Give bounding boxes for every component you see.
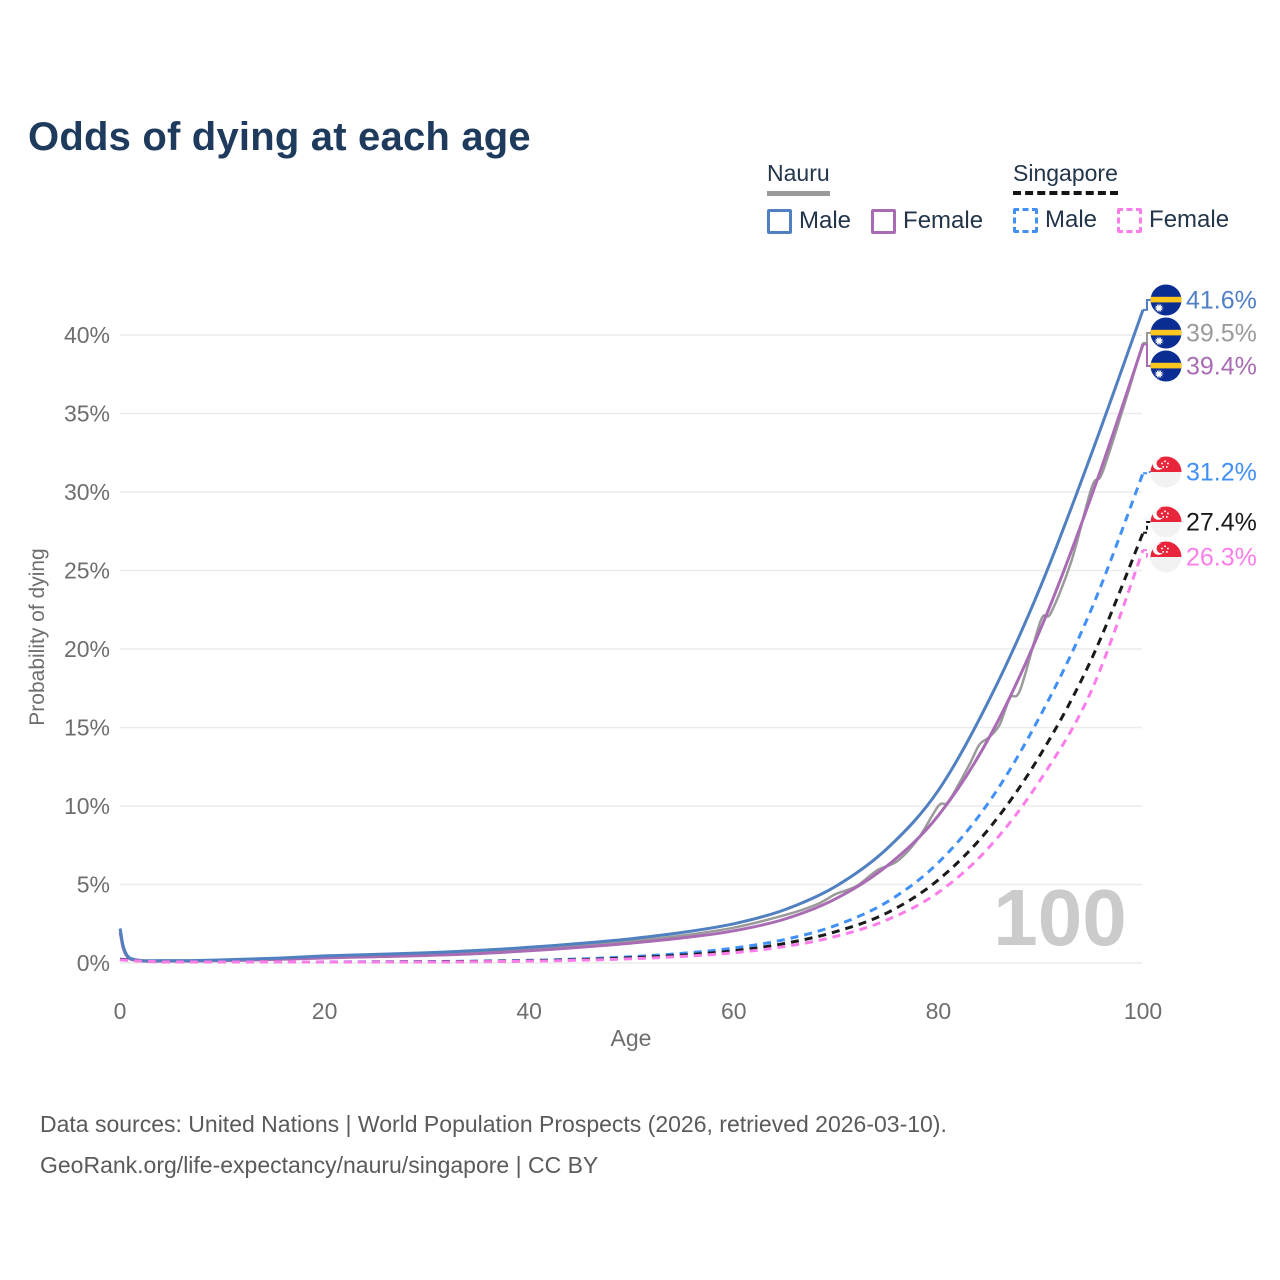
legend-group-nauru: Nauru Male Female [767, 160, 983, 235]
nauru-flag-icon [1150, 350, 1182, 382]
legend-heading-nauru: Nauru [767, 160, 830, 196]
y-tick-5%: 5% [77, 872, 110, 898]
data-source-line2: GeoRank.org/life-expectancy/nauru/singap… [40, 1152, 599, 1178]
x-tick-0: 0 [114, 998, 127, 1024]
legend-swatch-nauru-female [871, 208, 897, 234]
y-axis-title: Probability of dying [26, 548, 49, 725]
line-nauru-total [118, 342, 1145, 963]
label-connector-singapore-male [1143, 471, 1151, 475]
end-value-labels: 39.5% 39.4% 41.6% 31.2% 27.4% 26.3% [1143, 284, 1257, 573]
y-tick-40%: 40% [64, 322, 110, 348]
line-nauru-female [118, 343, 1145, 963]
legend-label-nauru-female: Female [903, 207, 984, 234]
x-axis-title: Age [611, 1025, 652, 1051]
x-tick-100: 100 [1124, 998, 1162, 1024]
line-nauru-male [118, 309, 1145, 963]
y-tick-20%: 20% [64, 636, 110, 662]
y-tick-30%: 30% [64, 479, 110, 505]
end-value-nauru-total: 39.5% [1186, 320, 1257, 348]
label-connector-nauru-female [1143, 343, 1151, 367]
legend-label-nauru-male: Male [799, 207, 852, 234]
data-source-line1: Data sources: United Nations | World Pop… [40, 1111, 947, 1137]
y-tick-0%: 0% [77, 950, 110, 976]
y-tick-15%: 15% [64, 715, 110, 741]
age-counter-watermark: 100 [993, 873, 1126, 962]
legend-row-nauru: Male Female [767, 207, 983, 235]
end-value-nauru-female: 39.4% [1186, 353, 1257, 381]
nauru-flag-icon [1150, 284, 1182, 316]
legend-label-singapore-male: Male [1045, 206, 1098, 233]
label-connector-nauru-total [1143, 332, 1151, 344]
end-value-singapore-male: 31.2% [1186, 459, 1257, 487]
nauru-flag-icon [1150, 317, 1182, 349]
series-lines [118, 309, 1145, 964]
legend-heading-singapore: Singapore [1013, 160, 1118, 195]
label-connector-singapore-female [1143, 549, 1151, 558]
line-singapore-total [119, 532, 1145, 964]
legend-group-singapore: Singapore Male Female [1013, 160, 1229, 234]
label-connector-nauru-male [1143, 299, 1151, 311]
x-tick-40: 40 [516, 998, 542, 1024]
singapore-flag-icon [1150, 541, 1182, 573]
legend-label-singapore-female: Female [1149, 206, 1230, 233]
line-singapore-male [119, 472, 1145, 964]
y-tick-35%: 35% [64, 401, 110, 427]
gridlines [120, 334, 1142, 964]
end-value-singapore-female: 26.3% [1186, 544, 1257, 572]
line-singapore-female [119, 549, 1145, 964]
singapore-flag-icon [1150, 506, 1182, 538]
legend-swatch-nauru-male [767, 208, 792, 234]
data-source-note: Data sources: United Nations | World Pop… [40, 1104, 947, 1186]
page-title: Odds of dying at each age [28, 114, 531, 159]
y-tick-25%: 25% [64, 558, 110, 584]
axis-tick-labels: 0% 5% 10% 15% 20% 25% 30% 35% 40% 0 20 40 60 80 100 [64, 322, 1162, 1024]
x-tick-80: 80 [926, 998, 952, 1024]
legend-swatch-singapore-male [1013, 207, 1038, 233]
singapore-flag-icon [1150, 456, 1182, 488]
end-value-singapore-total: 27.4% [1186, 509, 1257, 537]
x-tick-20: 20 [312, 998, 338, 1024]
end-value-nauru-male: 41.6% [1186, 287, 1257, 315]
x-tick-60: 60 [721, 998, 747, 1024]
legend-row-singapore: Male Female [1013, 206, 1229, 234]
legend-swatch-singapore-female [1117, 207, 1143, 233]
label-connector-singapore-total [1143, 521, 1151, 534]
y-tick-10%: 10% [64, 793, 110, 819]
